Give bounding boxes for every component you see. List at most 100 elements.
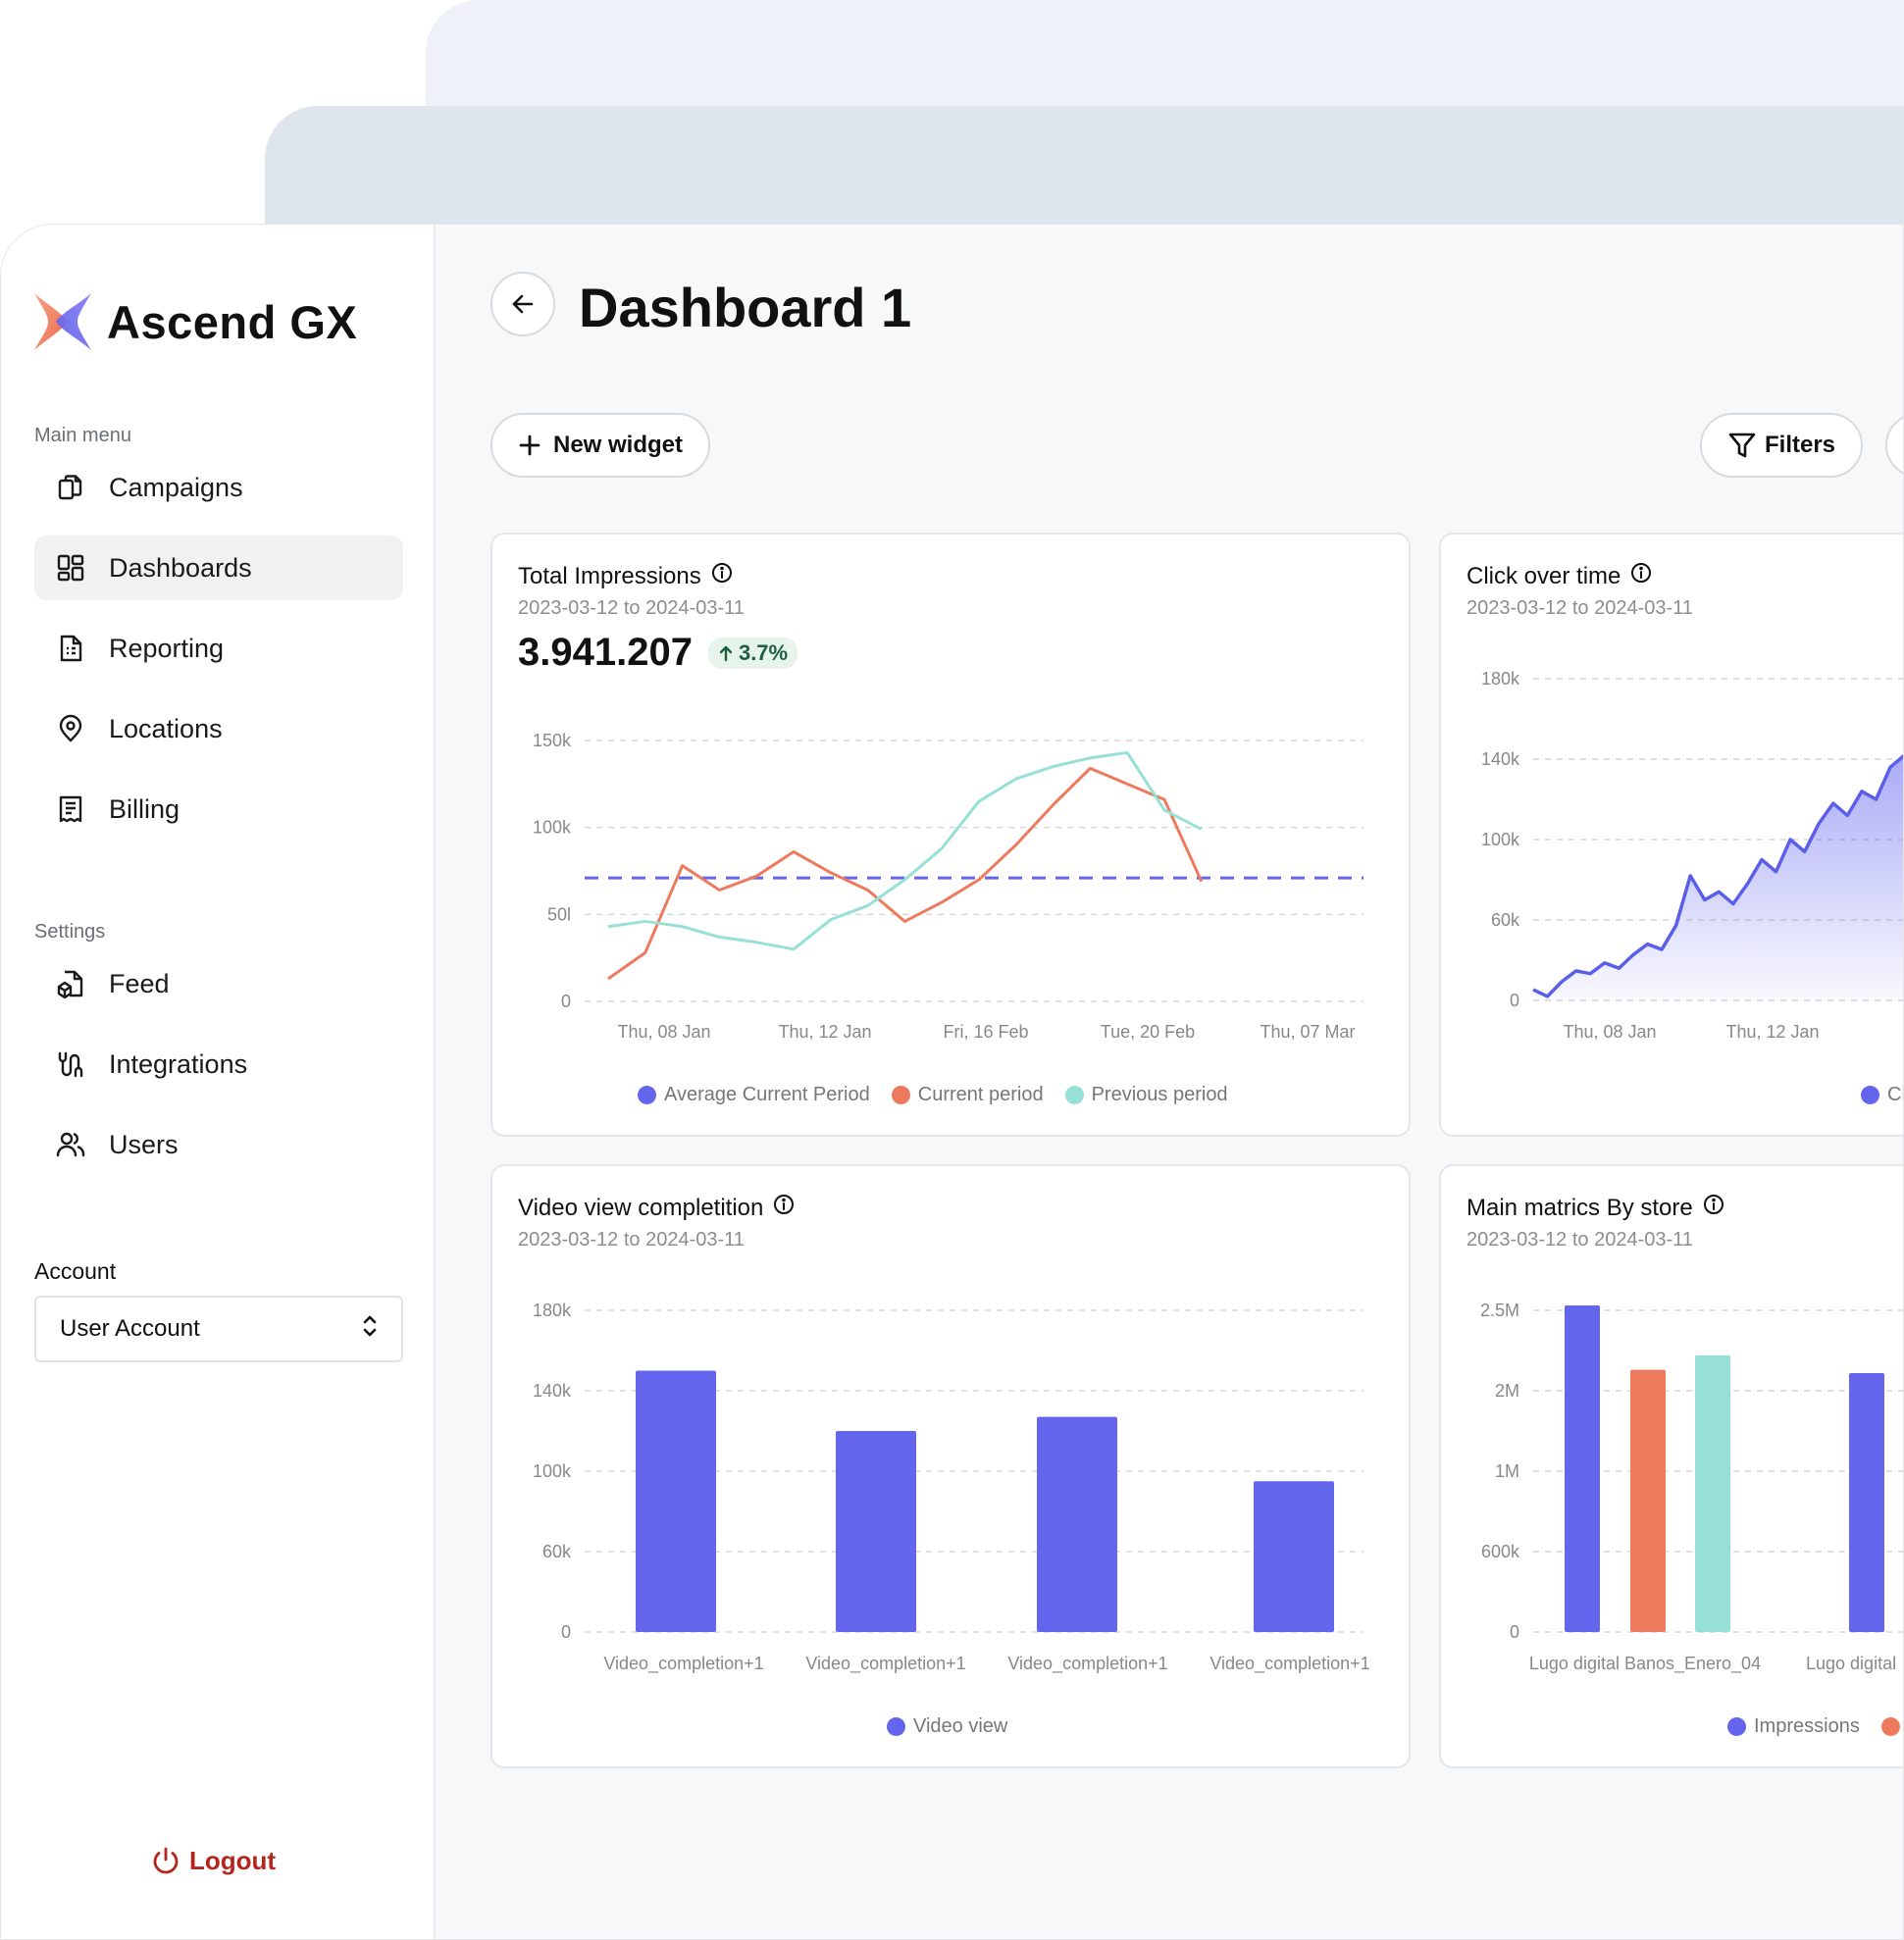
y-tick-label: 100k [1481, 830, 1520, 849]
sidebar-item-users[interactable]: Users [34, 1112, 403, 1177]
y-tick-label: 2.5M [1480, 1301, 1519, 1320]
card-date-range: 2023-03-12 to 2024-03-11 [1467, 1229, 1693, 1251]
x-tick-label: Lugo digital [1806, 1654, 1896, 1673]
card-title: Click over time [1467, 562, 1652, 590]
legend-item-second[interactable] [1880, 1717, 1903, 1736]
x-tick-label: Thu, 08 Jan [617, 1022, 710, 1042]
chart-legend: Video view [887, 1715, 1029, 1738]
video-bar-chart: 0 60k 100k 140k 180k Video_completion+1 Video_… [533, 1301, 1370, 1674]
x-tick-label: Video_completion+1 [805, 1654, 965, 1674]
info-icon[interactable] [1630, 562, 1652, 590]
sidebar-item-label: Dashboards [109, 552, 252, 583]
y-tick-label: 180k [533, 1301, 572, 1320]
bar [1695, 1354, 1730, 1632]
back-button[interactable] [490, 272, 555, 336]
sidebar-item-feed[interactable]: Feed [34, 951, 403, 1016]
integrations-icon [54, 1047, 87, 1081]
main-content: Dashboard 1 New widget Filters Total Imp… [436, 225, 1903, 1939]
y-tick-label: 0 [1510, 1622, 1519, 1642]
legend-dot [1727, 1717, 1746, 1736]
legend-item-impressions[interactable]: Impressions [1727, 1715, 1860, 1738]
click-over-time-card: Click over time 2023-03-12 to 2024-03-11… [1439, 533, 1903, 1137]
y-tick-label: 100k [533, 818, 572, 838]
sidebar-item-label: Locations [109, 713, 223, 743]
info-icon[interactable] [773, 1194, 795, 1222]
account-select[interactable]: User Account [34, 1296, 403, 1362]
power-icon [150, 1845, 181, 1876]
legend-item-previous[interactable]: Previous period [1064, 1084, 1228, 1106]
bar [1565, 1305, 1600, 1632]
sidebar-item-billing[interactable]: Billing [34, 777, 403, 842]
card-date-range: 2023-03-12 to 2024-03-11 [518, 1229, 745, 1251]
info-icon[interactable] [1703, 1194, 1724, 1222]
y-tick-label: 0 [1510, 991, 1519, 1010]
x-tick-label: Lugo digital Banos_Enero_04 [1529, 1654, 1761, 1674]
impressions-line-chart: 0 50l 100k 150k Thu, 08 Jan Thu, 12 Jan Fri, 1… [533, 731, 1364, 1042]
sidebar-item-locations[interactable]: Locations [34, 696, 403, 761]
card-title: Total Impressions [518, 562, 733, 590]
billing-icon [54, 792, 87, 826]
sidebar-item-label: Reporting [109, 633, 225, 663]
bar [836, 1431, 916, 1632]
sidebar-item-integrations[interactable]: Integrations [34, 1032, 403, 1097]
filters-button[interactable]: Filters [1700, 413, 1864, 478]
new-widget-button[interactable]: New widget [490, 413, 711, 478]
users-icon [54, 1128, 87, 1161]
series-line [607, 766, 1204, 981]
y-tick-label: 140k [533, 1381, 572, 1401]
legend-item-average[interactable]: Average Current Period [638, 1084, 870, 1106]
main-menu-label: Main menu [34, 425, 131, 446]
legend-label: Video view [913, 1715, 1008, 1737]
legend-dot [1861, 1086, 1879, 1104]
series-line [1532, 753, 1903, 998]
chart-legend: Impressions [1727, 1715, 1903, 1738]
arrow-up-icon [718, 644, 734, 662]
info-icon[interactable] [711, 562, 733, 590]
arrow-left-icon [510, 291, 536, 317]
video-completion-card: Video view completition 2023-03-12 to 20… [490, 1164, 1411, 1768]
legend-label: Previous period [1091, 1084, 1228, 1105]
sidebar-item-campaigns[interactable]: Campaigns [34, 455, 403, 520]
logout-button[interactable]: Logout [150, 1845, 276, 1876]
card-date-range: 2023-03-12 to 2024-03-11 [518, 597, 745, 619]
card-title-text: Video view completition [518, 1194, 764, 1221]
legend-dot [891, 1086, 910, 1104]
more-options-button[interactable] [1885, 413, 1903, 478]
legend-dot [1880, 1717, 1900, 1736]
plus-icon [518, 434, 541, 457]
sidebar-item-dashboards[interactable]: Dashboards [34, 536, 403, 600]
account-select-value: User Account [60, 1315, 200, 1342]
sidebar: Ascend GX Main menu Campaigns Dashboards… [1, 225, 436, 1939]
card-title-text: Total Impressions [518, 562, 701, 589]
card-date-range: 2023-03-12 to 2024-03-11 [1467, 597, 1693, 619]
legend-item-video-view[interactable]: Video view [887, 1715, 1007, 1738]
filters-label: Filters [1765, 432, 1836, 458]
dashboards-icon [54, 551, 87, 585]
kpi: 3.941.207 3.7% [518, 631, 798, 675]
sidebar-item-reporting[interactable]: Reporting [34, 616, 403, 681]
y-tick-label: 150k [533, 731, 572, 750]
app-window: Ascend GX Main menu Campaigns Dashboards… [0, 224, 1904, 1940]
y-tick-label: 140k [1481, 749, 1520, 769]
x-tick-label: Fri, 16 Feb [943, 1022, 1028, 1042]
legend-dot [887, 1717, 905, 1736]
logout-label: Logout [189, 1845, 277, 1875]
sidebar-item-label: Billing [109, 793, 180, 824]
sidebar-item-label: Integrations [109, 1048, 248, 1079]
area-fill [1533, 756, 1903, 1000]
legend-label: Impressions [1754, 1715, 1860, 1737]
legend-item-current[interactable]: Current period [891, 1084, 1044, 1106]
app-logo[interactable]: Ascend GX [32, 291, 357, 352]
change-badge: 3.7% [707, 637, 798, 669]
legend-item-clicks[interactable]: Cl [1861, 1084, 1903, 1106]
account-label: Account [34, 1258, 117, 1284]
legend-dot [638, 1086, 656, 1104]
campaigns-icon [54, 471, 87, 504]
y-tick-label: 180k [1481, 669, 1520, 689]
x-tick-label: Video_completion+1 [1007, 1654, 1167, 1674]
app-name: Ascend GX [107, 295, 358, 348]
y-tick-label: 0 [561, 1622, 571, 1642]
y-tick-label: 2M [1495, 1381, 1519, 1401]
y-tick-label: 50l [547, 904, 571, 924]
